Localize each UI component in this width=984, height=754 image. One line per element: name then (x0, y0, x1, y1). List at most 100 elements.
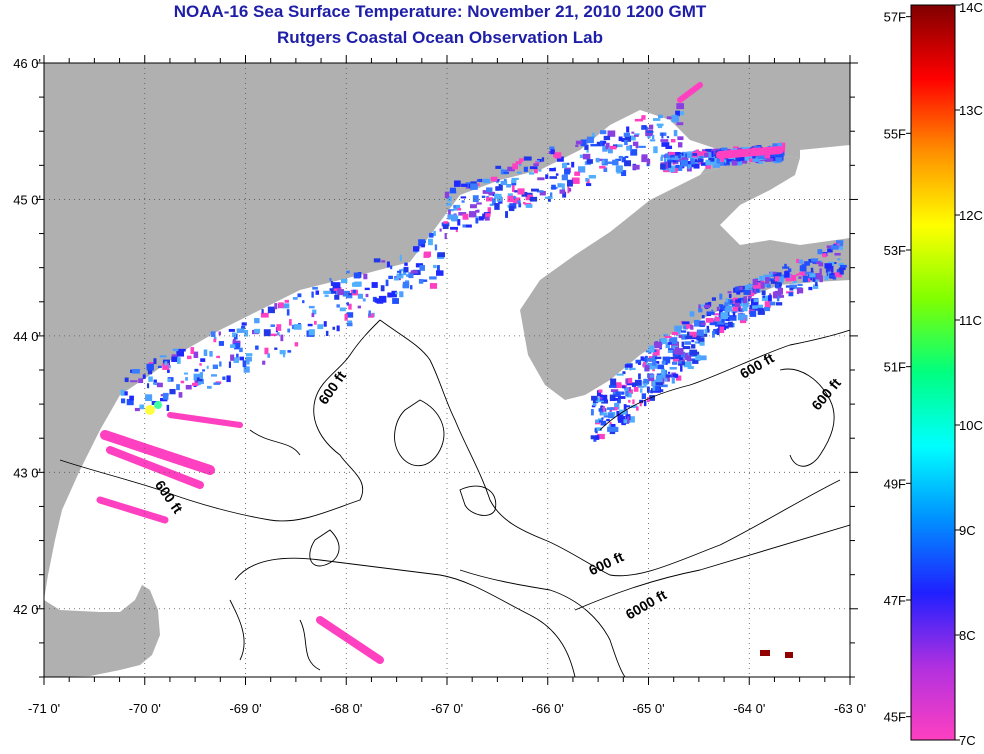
sst-pixel (667, 350, 675, 353)
sst-pixel (616, 171, 622, 174)
sst-pixel (193, 373, 201, 381)
sst-pixel (503, 179, 507, 183)
sst-pixel (624, 139, 628, 146)
sst-pixel (707, 329, 710, 333)
sst-pixel (716, 159, 721, 164)
sst-pixel (698, 337, 705, 344)
sst-pixel (649, 362, 654, 366)
sst-pixel (663, 158, 667, 165)
sst-pixel (529, 166, 538, 170)
sst-pixel (549, 176, 558, 179)
sst-pixel (539, 191, 546, 196)
sst-pixel (399, 254, 402, 262)
sst-pixel (639, 402, 642, 407)
sst-pixel (476, 179, 482, 182)
sst-pixel (691, 340, 695, 343)
sst-pixel (666, 136, 670, 139)
sst-pixel (462, 224, 466, 228)
sst-pixel (610, 423, 616, 427)
sst-pixel (199, 372, 204, 380)
sst-pixel (614, 402, 620, 410)
sst-pixel (626, 382, 634, 386)
sst-pixel (549, 146, 555, 151)
sst-pixel (561, 174, 568, 181)
sst-pixel (651, 134, 655, 140)
sst-pixel (778, 289, 782, 296)
sst-pixel (682, 321, 690, 325)
sst-pixel (677, 142, 683, 148)
sst-pixel (674, 151, 681, 159)
sst-pixel (588, 175, 596, 179)
sst-cold-streak (106, 446, 204, 489)
colorbar-c-label: 11C (959, 313, 982, 328)
sst-pixel (447, 196, 452, 202)
sst-pixel (567, 186, 570, 194)
lat-tick-label: 46 0' (13, 56, 41, 71)
sst-pixel (264, 347, 269, 355)
sst-pixel (297, 293, 302, 298)
land-new-england (44, 63, 434, 600)
sst-pixel (661, 361, 665, 364)
sst-pixel (200, 358, 206, 362)
sst-pixel (434, 244, 438, 251)
sst-pixel (673, 356, 681, 362)
sst-pixel (585, 177, 589, 182)
sst-pixel (683, 325, 688, 330)
sst-pixel (500, 180, 508, 186)
contour-middle (249, 429, 340, 567)
sst-pixel (276, 324, 282, 331)
sst-pixel (450, 226, 458, 230)
sst-pixel (513, 197, 521, 204)
sst-pixel (666, 155, 675, 163)
sst-pixel (209, 351, 213, 357)
sst-pixel (682, 358, 685, 362)
sst-pixel (668, 165, 676, 173)
sst-pixel (348, 293, 352, 296)
sst-pixel (749, 304, 755, 312)
sst-pixel (675, 165, 683, 171)
sst-pixel (523, 201, 526, 205)
sst-pixel (385, 279, 389, 287)
sst-pixel (287, 328, 291, 333)
sst-pixel (774, 272, 782, 278)
sst-pixel (279, 350, 286, 355)
sst-pixel (595, 397, 604, 403)
sst-pixel (574, 171, 581, 176)
sst-pixel (670, 139, 676, 143)
sst-pixel (626, 146, 631, 151)
contour-inner-2 (394, 399, 445, 467)
sst-pixel (775, 302, 783, 306)
sst-pixel (650, 390, 653, 394)
sst-pixel (553, 151, 556, 158)
sst-pixel (698, 158, 704, 163)
sst-pixel (429, 232, 434, 238)
sst-pixel (752, 303, 758, 309)
sst-pixel (595, 419, 599, 423)
sst-pixel (818, 262, 824, 267)
sst-pixel (757, 304, 764, 308)
sst-pixel (689, 311, 695, 317)
sst-pixel (302, 300, 305, 304)
sst-pixel (735, 299, 742, 304)
sst-pixel (312, 286, 318, 290)
sst-pixel (690, 162, 695, 165)
sst-pixel (676, 103, 685, 110)
sst-pixel (213, 338, 217, 343)
sst-pixel (663, 333, 668, 337)
sst-pixel (735, 286, 740, 292)
sst-pixel (421, 244, 425, 248)
sst-pixel (698, 308, 703, 313)
sst-pixel (761, 295, 770, 302)
sst-pixel (246, 360, 250, 365)
sst-pixel (627, 416, 635, 423)
sst-pixel (586, 159, 593, 164)
sst-pixel (184, 372, 188, 375)
sst-pixel (423, 253, 430, 258)
sst-pixel (368, 310, 371, 317)
sst-pixel (709, 322, 718, 326)
sst-pixel (652, 349, 660, 356)
sst-pixel (683, 361, 692, 368)
sst-pixel (162, 392, 169, 400)
sst-pixel (475, 210, 479, 213)
sst-pixel (643, 400, 647, 407)
